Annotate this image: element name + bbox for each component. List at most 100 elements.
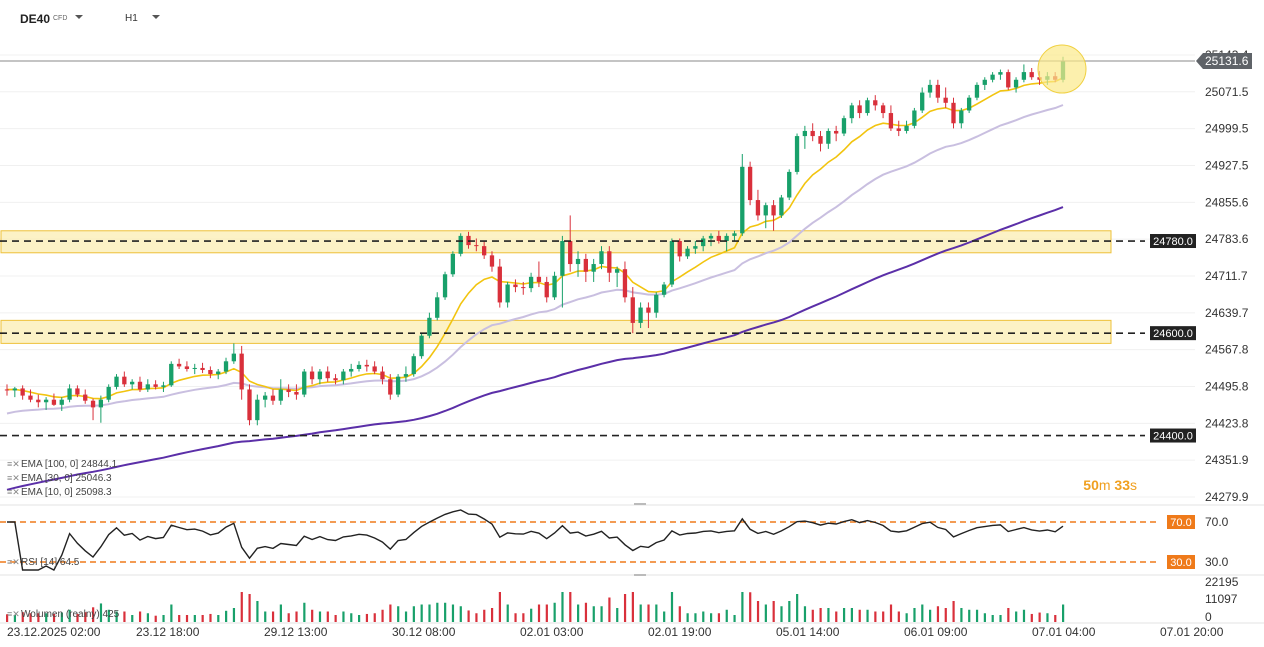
rsi-axis-bottom: 30.0 (1205, 555, 1229, 569)
candle-body (364, 364, 369, 367)
volume-bar (584, 602, 588, 622)
volume-bar (1015, 611, 1018, 622)
volume-axis-zero: 0 (1205, 610, 1212, 624)
candle-body (810, 130, 815, 137)
time-tick-label: 23.12.2025 02:00 (7, 625, 101, 639)
volume-bar (522, 613, 525, 622)
legend-volume[interactable]: ≡✕Wolumen (realny) 425 (7, 609, 119, 620)
candle-body (607, 251, 612, 273)
settings-icon[interactable]: ≡✕ (7, 609, 20, 619)
candle-body (442, 274, 448, 298)
candle-body (341, 371, 346, 381)
time-axis: 23.12.2025 02:00 23.12 18:00 29.12 13:00 30… (7, 625, 1224, 639)
candle-body (794, 136, 800, 172)
volume-bar (303, 602, 306, 622)
settings-icon[interactable]: ≡✕ (7, 557, 20, 567)
volume-bar (733, 615, 736, 622)
settings-icon[interactable]: ≡✕ (7, 487, 20, 497)
volume-bar (498, 592, 501, 622)
candle-body (591, 264, 596, 272)
volume-bar (60, 612, 63, 622)
volume-bar (92, 607, 95, 622)
candle-body (262, 395, 268, 400)
volume-bar (827, 608, 830, 622)
volume-bar (107, 609, 110, 622)
legend-ema-30-label: EMA [30, 0] 25046.3 (21, 473, 112, 484)
candle-body (857, 105, 862, 114)
volume-bar (655, 604, 658, 622)
candle-body (247, 389, 252, 421)
candle-body (646, 307, 651, 313)
volume-bar (647, 604, 650, 622)
price-tick-label: 25071.5 (1205, 85, 1249, 99)
candle-body (223, 361, 229, 372)
volume-bar (334, 615, 337, 622)
legend-ema-100[interactable]: ≡✕EMA [100, 0] 24844.1 (7, 459, 117, 470)
legend-rsi[interactable]: ≡✕RSI [14] 64.5 (7, 557, 79, 568)
volume-bar (670, 592, 674, 622)
candle-body (513, 284, 518, 288)
volume-bar (780, 606, 783, 622)
candle-body (356, 364, 362, 369)
settings-icon[interactable]: ≡✕ (7, 473, 20, 483)
candle-body (302, 371, 307, 395)
candle-body (951, 102, 956, 124)
symbol-dropdown-chevron-icon[interactable] (75, 15, 83, 19)
candle-body (161, 385, 166, 387)
volume-bar (311, 609, 314, 622)
price-tick-label: 24927.5 (1205, 159, 1249, 173)
volume-bar (686, 613, 689, 622)
candle-body (458, 235, 463, 254)
volume-bar (506, 604, 509, 622)
candle-body (693, 246, 698, 249)
symbol-label[interactable]: DE40 (20, 12, 51, 26)
price-tick-label: 24783.6 (1205, 232, 1249, 246)
volume-bar (788, 601, 791, 622)
timeframe-selector[interactable]: H1 (125, 13, 138, 24)
volume-bar (225, 610, 228, 622)
candle-body (849, 105, 854, 119)
volume-bar (201, 615, 204, 622)
price-tick-label: 24423.8 (1205, 416, 1249, 430)
volume-bar (623, 594, 627, 622)
candle-body (912, 110, 917, 126)
volume-bar (45, 613, 48, 622)
candle-body (435, 297, 440, 318)
volume-bar (592, 606, 595, 622)
timeframe-dropdown-chevron-icon[interactable] (152, 15, 160, 19)
volume-bar (944, 608, 947, 622)
volume-bar (170, 604, 173, 622)
candle-body (255, 399, 260, 421)
rsi-upper-tag (1167, 515, 1195, 529)
volume-bar (138, 611, 142, 622)
candle-body (841, 118, 847, 134)
candle-body (67, 388, 72, 400)
volume-bar (358, 615, 361, 622)
candle-body (560, 241, 565, 276)
level-tag (1150, 234, 1196, 249)
settings-icon[interactable]: ≡✕ (7, 459, 20, 469)
candle-body (137, 381, 143, 390)
pane-resize-handle-rsi[interactable] (634, 503, 646, 505)
candle-body (544, 281, 549, 298)
candle-body (403, 374, 409, 377)
time-tick-label: 29.12 13:00 (264, 625, 328, 639)
candle-body (4, 389, 10, 391)
legend-ema-10[interactable]: ≡✕EMA [10, 0] 25098.3 (7, 487, 112, 498)
volume-bar (678, 606, 681, 622)
time-tick-label: 30.12 08:00 (392, 625, 456, 639)
volume-bar (913, 608, 916, 622)
pane-resize-handle-volume[interactable] (634, 574, 646, 576)
volume-bar (279, 604, 282, 622)
candle-body (169, 363, 174, 386)
time-tick-label: 07.01 20:00 (1160, 625, 1224, 639)
volume-bar (968, 609, 971, 622)
candle-body (208, 370, 213, 375)
time-tick-label: 23.12 18:00 (136, 625, 200, 639)
volume-bar (569, 592, 572, 622)
volume-bar (835, 611, 838, 622)
legend-ema-30[interactable]: ≡✕EMA [30, 0] 25046.3 (7, 473, 112, 484)
volume-bar (929, 609, 932, 622)
time-tick-label: 07.01 04:00 (1032, 625, 1096, 639)
